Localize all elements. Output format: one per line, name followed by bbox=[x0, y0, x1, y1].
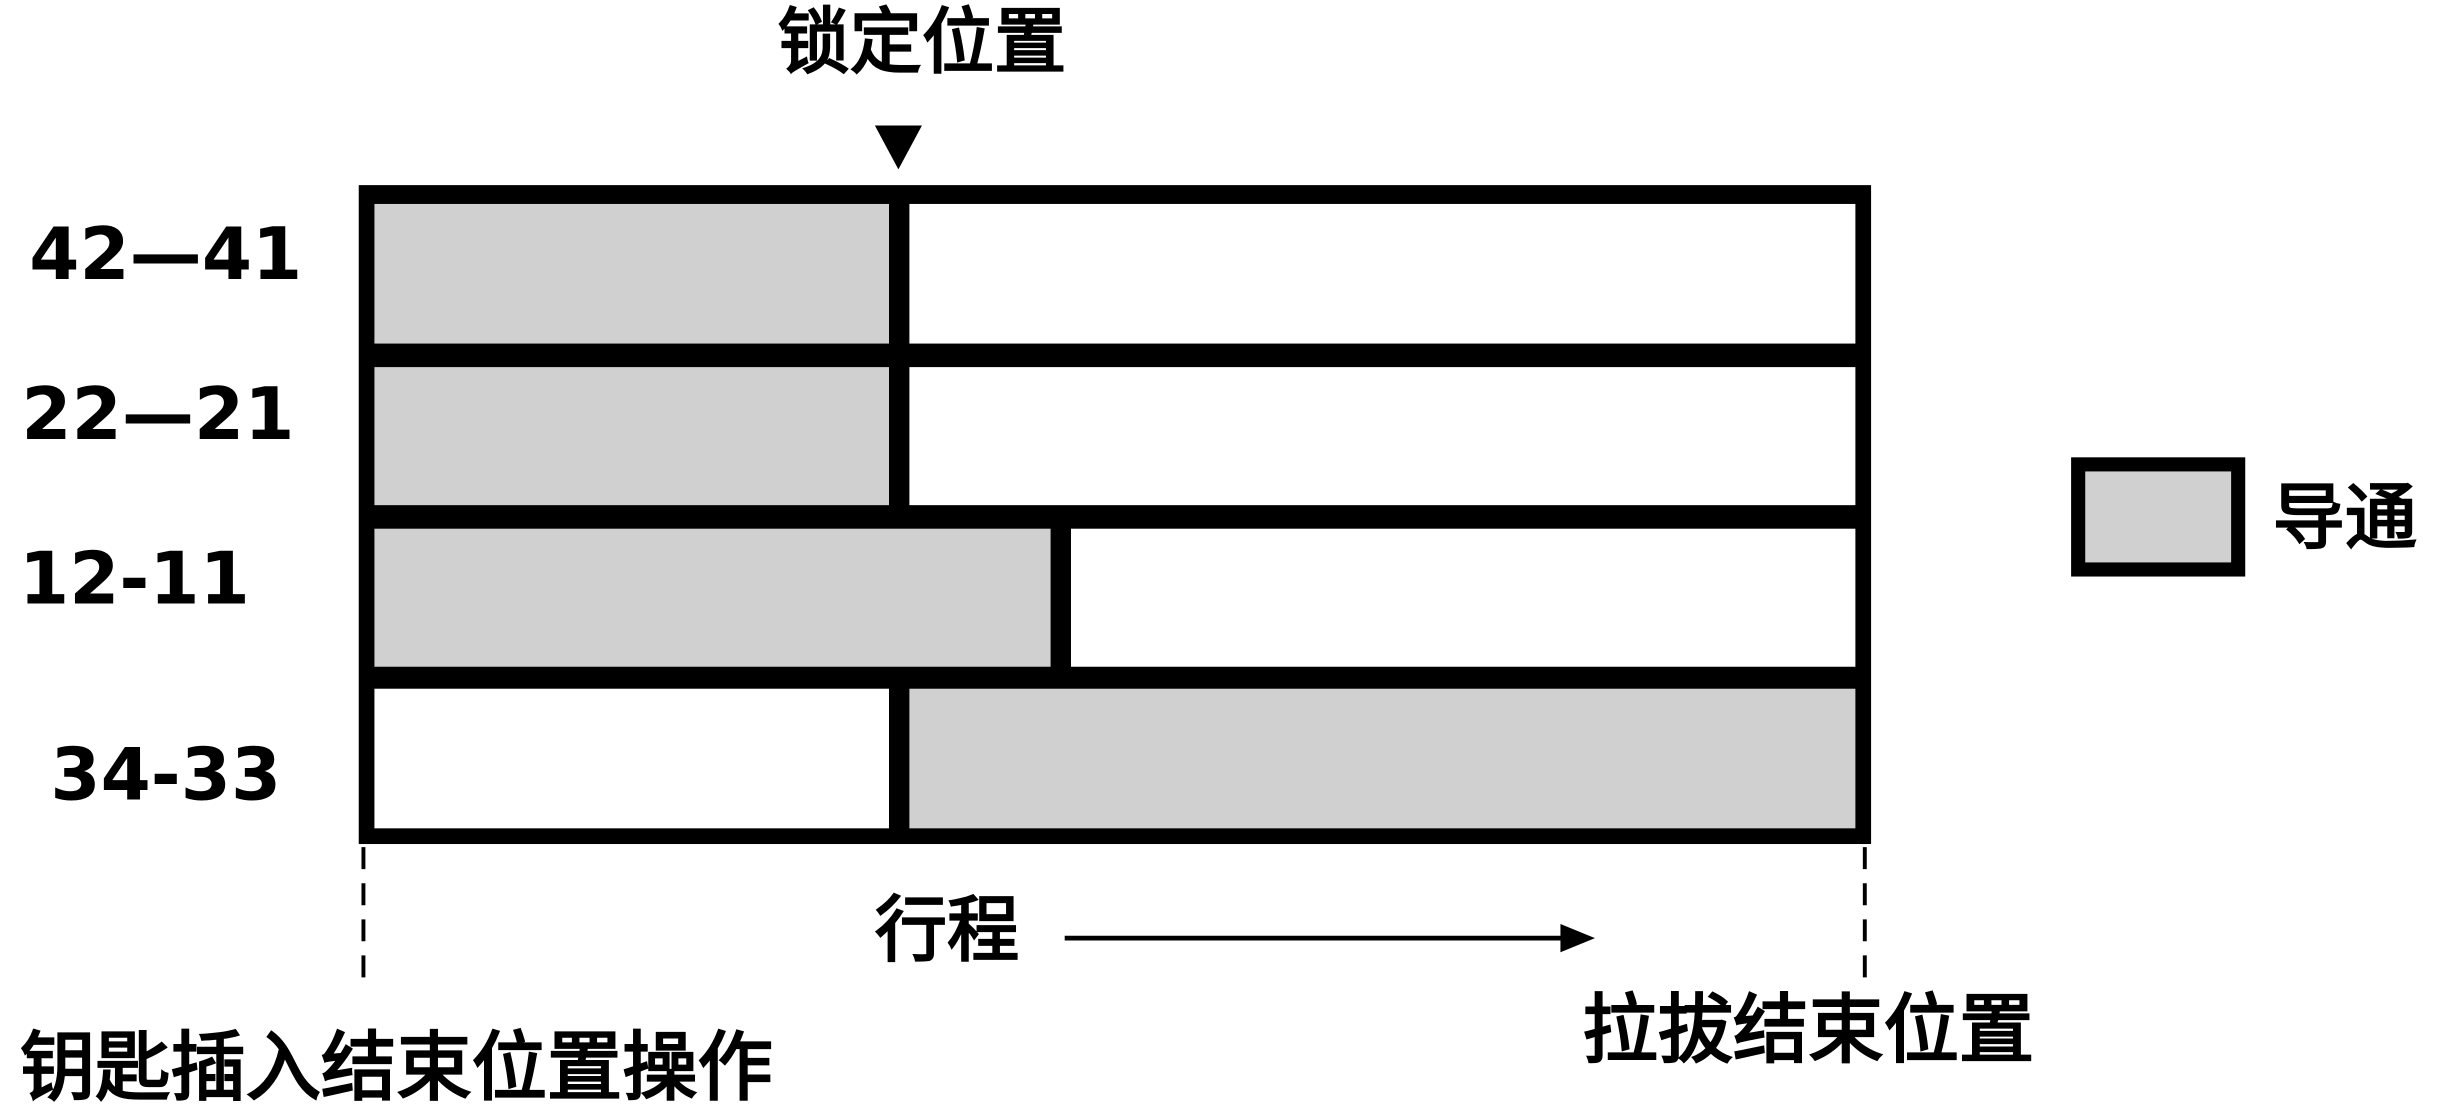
arrow-head bbox=[1560, 924, 1595, 953]
legend-label: 导通 bbox=[2273, 476, 2417, 560]
open-segment bbox=[909, 367, 1856, 506]
conduct-segment bbox=[374, 528, 1051, 667]
row-label: 22—21 bbox=[21, 373, 294, 457]
row-label: 12-11 bbox=[19, 538, 250, 622]
conduct-segment bbox=[374, 203, 889, 344]
conduct-segment bbox=[909, 688, 1856, 829]
lock-marker bbox=[874, 125, 922, 170]
row-label: 34-33 bbox=[50, 734, 281, 818]
legend-swatch bbox=[2071, 457, 2246, 577]
open-segment bbox=[374, 688, 889, 829]
travel-label: 行程 bbox=[875, 889, 1019, 973]
open-segment bbox=[909, 203, 1856, 344]
row-label: 42—41 bbox=[29, 213, 302, 297]
end-label: 拉拔结束位置 bbox=[1582, 986, 2034, 1074]
start-label: 钥匙插入结束位置操作 bbox=[20, 1024, 773, 1112]
conduct-segment bbox=[374, 367, 889, 506]
open-segment bbox=[1070, 528, 1856, 667]
lock-position-label: 锁定位置 bbox=[778, 1, 1067, 85]
